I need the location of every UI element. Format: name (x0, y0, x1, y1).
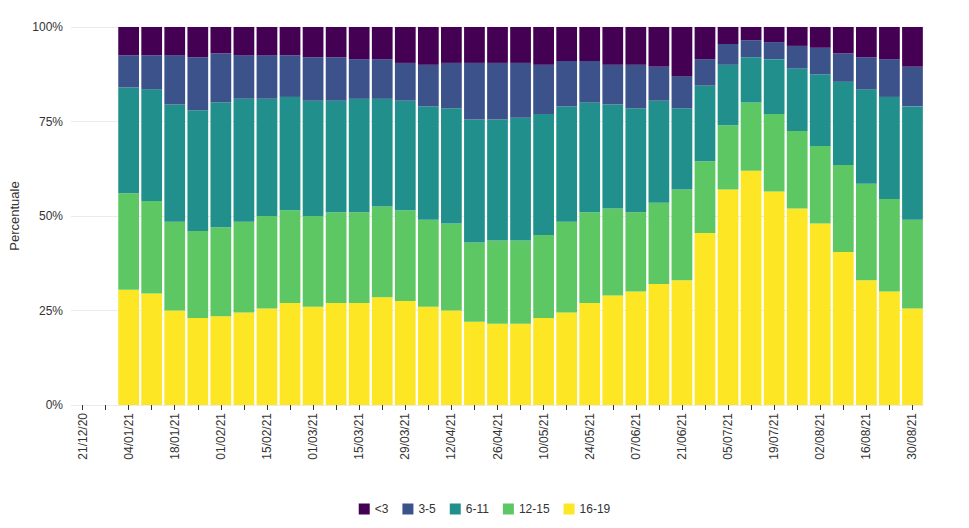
svg-text:24/05/21: 24/05/21 (583, 413, 597, 460)
svg-text:18/01/21: 18/01/21 (168, 413, 182, 460)
svg-text:10/05/21: 10/05/21 (537, 413, 551, 460)
svg-text:05/07/21: 05/07/21 (721, 413, 735, 460)
svg-text:02/08/21: 02/08/21 (813, 413, 827, 460)
svg-text:3-5: 3-5 (418, 502, 436, 516)
svg-text:16/08/21: 16/08/21 (859, 413, 873, 460)
svg-text:15/03/21: 15/03/21 (352, 413, 366, 460)
svg-text:04/01/21: 04/01/21 (122, 413, 136, 460)
svg-text:01/02/21: 01/02/21 (214, 413, 228, 460)
svg-text:07/06/21: 07/06/21 (629, 413, 643, 460)
svg-text:21/12/20: 21/12/20 (76, 413, 90, 460)
svg-text:29/03/21: 29/03/21 (398, 413, 412, 460)
svg-text:16-19: 16-19 (580, 502, 611, 516)
svg-text:50%: 50% (39, 209, 63, 223)
svg-text:100%: 100% (32, 20, 63, 34)
svg-text:30/08/21: 30/08/21 (905, 413, 919, 460)
svg-text:6-11: 6-11 (466, 502, 489, 516)
svg-text:75%: 75% (39, 115, 63, 129)
svg-text:26/04/21: 26/04/21 (491, 413, 505, 460)
svg-text:Percentuale: Percentuale (7, 181, 22, 250)
svg-text:21/06/21: 21/06/21 (675, 413, 689, 460)
svg-text:25%: 25% (39, 304, 63, 318)
svg-text:19/07/21: 19/07/21 (767, 413, 781, 460)
svg-text:15/02/21: 15/02/21 (260, 413, 274, 460)
svg-text:<3: <3 (375, 502, 389, 516)
svg-text:0%: 0% (46, 398, 64, 412)
svg-text:12-15: 12-15 (519, 502, 550, 516)
svg-text:12/04/21: 12/04/21 (444, 413, 458, 460)
svg-text:01/03/21: 01/03/21 (306, 413, 320, 460)
